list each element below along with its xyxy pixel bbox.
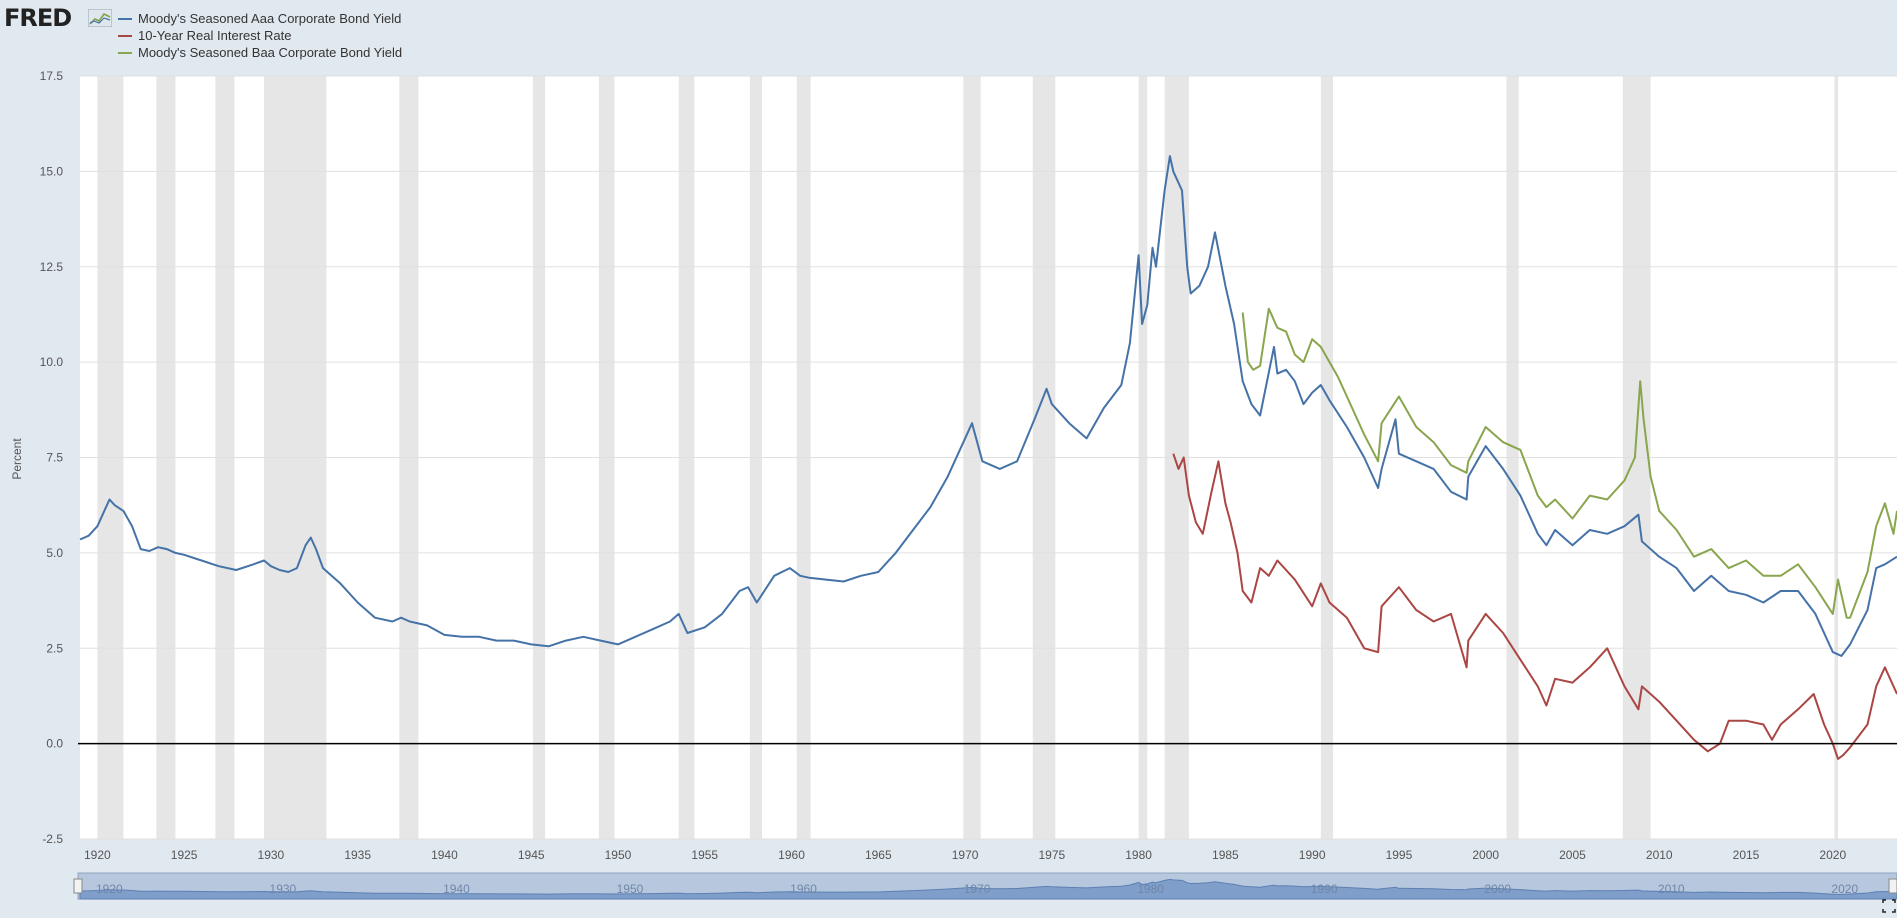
x-tick-label: 2000	[1472, 848, 1499, 862]
range-navigator[interactable]: 1920 1930 1940 1950 1960 1970 1980 1990 2000 2010…	[73, 872, 1897, 900]
legend-label-real-rate: 10-Year Real Interest Rate	[138, 28, 292, 43]
navigator-right-handle[interactable]	[1888, 878, 1897, 894]
x-tick-label: 2005	[1559, 848, 1586, 862]
navigator-left-handle[interactable]	[73, 878, 83, 894]
x-tick-label: 1940	[431, 848, 458, 862]
x-tick-label: 1965	[865, 848, 892, 862]
x-tick-label: 1930	[258, 848, 285, 862]
navigator-area	[79, 878, 1897, 900]
x-tick-label: 1975	[1038, 848, 1065, 862]
navigator-label: 1930	[270, 882, 297, 896]
x-tick-label: 1950	[605, 848, 632, 862]
x-tick-label: 2010	[1646, 848, 1673, 862]
y-axis-label: Percent	[10, 438, 24, 480]
y-tick-label: 17.5	[40, 69, 64, 83]
series-line-1[interactable]	[1172, 453, 1897, 760]
navigator-label: 1970	[964, 882, 991, 896]
chart-header: FRED Moody's Seasoned Aaa Corporate Bond…	[0, 0, 1897, 60]
navigator-label: 1920	[96, 882, 123, 896]
chart-legend: Moody's Seasoned Aaa Corporate Bond Yiel…	[118, 10, 402, 61]
x-tick-label: 1955	[691, 848, 718, 862]
x-axis-ticks: 1920 1925 1930 1935 1940 1945 1950 1955 1960 1965…	[84, 848, 1846, 862]
navigator-label: 1940	[443, 882, 470, 896]
legend-swatch-aaa	[118, 17, 132, 20]
navigator-label: 1990	[1311, 882, 1338, 896]
x-tick-label: 1980	[1125, 848, 1152, 862]
navigator-label: 2010	[1658, 882, 1685, 896]
x-tick-label: 1945	[518, 848, 545, 862]
y-tick-label: 7.5	[46, 451, 63, 465]
y-tick-label: 0.0	[46, 737, 63, 751]
navigator-label: 1980	[1137, 882, 1164, 896]
fullscreen-icon[interactable]	[1882, 899, 1896, 913]
x-tick-label: 1920	[84, 848, 111, 862]
x-tick-label: 1970	[952, 848, 979, 862]
legend-item-baa[interactable]: Moody's Seasoned Baa Corporate Bond Yiel…	[118, 44, 402, 61]
x-tick-label: 1960	[778, 848, 805, 862]
y-tick-label: -2.5	[42, 832, 63, 846]
legend-label-aaa: Moody's Seasoned Aaa Corporate Bond Yiel…	[138, 11, 402, 26]
legend-item-real-rate[interactable]: 10-Year Real Interest Rate	[118, 27, 402, 44]
fred-logo-text: FRED	[4, 4, 72, 32]
y-tick-label: 2.5	[46, 641, 63, 655]
y-tick-label: 10.0	[40, 355, 64, 369]
series-line-2[interactable]	[1241, 307, 1897, 619]
legend-swatch-baa	[118, 51, 132, 54]
x-tick-label: 1925	[171, 848, 198, 862]
x-tick-label: 1995	[1386, 848, 1413, 862]
y-tick-label: 5.0	[46, 546, 63, 560]
navigator-label: 1960	[790, 882, 817, 896]
x-tick-label: 1990	[1299, 848, 1326, 862]
series-lines[interactable]	[79, 155, 1897, 760]
y-tick-label: 15.0	[40, 164, 64, 178]
navigator-label: 2020	[1831, 882, 1858, 896]
x-tick-label: 2015	[1733, 848, 1760, 862]
navigator-label: 2000	[1484, 882, 1511, 896]
navigator-labels: 1920 1930 1940 1950 1960 1970 1980 1990 2000 2010…	[96, 882, 1858, 896]
logo-graph-icon	[88, 9, 112, 27]
legend-swatch-real-rate	[118, 34, 132, 37]
legend-label-baa: Moody's Seasoned Baa Corporate Bond Yiel…	[138, 45, 403, 60]
y-tick-label: 12.5	[40, 260, 64, 274]
x-tick-label: 1985	[1212, 848, 1239, 862]
y-axis-ticks: -2.5 0.0 2.5 5.0 7.5 10.0 12.5 15.0 17.5	[40, 69, 64, 846]
x-tick-label: 2020	[1819, 848, 1846, 862]
legend-item-aaa[interactable]: Moody's Seasoned Aaa Corporate Bond Yiel…	[118, 10, 402, 27]
series-line-0[interactable]	[79, 155, 1897, 657]
x-tick-label: 1935	[344, 848, 371, 862]
navigator-label: 1950	[617, 882, 644, 896]
